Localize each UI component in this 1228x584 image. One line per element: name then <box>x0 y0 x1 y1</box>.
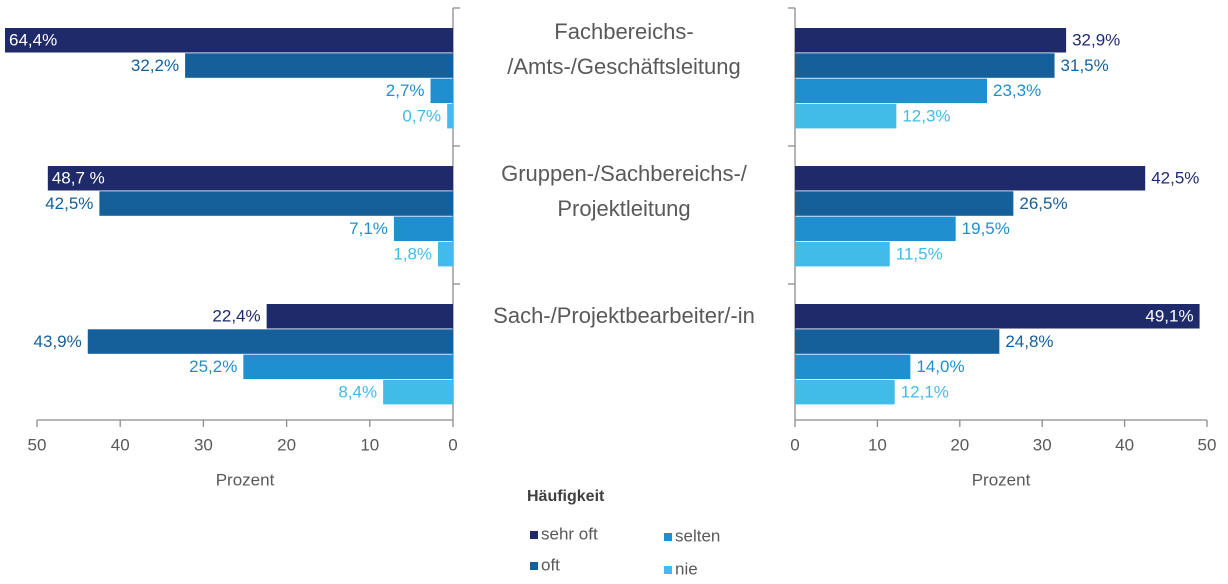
value-label: 49,1% <box>1145 306 1193 325</box>
x-tick-label: 40 <box>111 435 130 454</box>
x-tick-label: 0 <box>448 435 457 454</box>
x-tick-label: 10 <box>360 435 379 454</box>
x-tick-label: 30 <box>194 435 213 454</box>
y-axis-ticks <box>453 7 795 285</box>
legend-swatch <box>530 531 538 539</box>
legend-swatch <box>664 566 672 574</box>
legend-label: selten <box>675 526 720 545</box>
legend-swatch <box>530 562 538 570</box>
category-label: Projektleitung <box>557 196 690 221</box>
x-axis-label: Prozent <box>216 470 275 489</box>
legend-label: sehr oft <box>541 524 598 543</box>
bar <box>87 329 453 354</box>
x-tick-label: 20 <box>277 435 296 454</box>
legend-label: nie <box>675 559 698 578</box>
value-label: 23,3% <box>993 81 1041 100</box>
bar <box>447 103 453 129</box>
value-label: 19,5% <box>962 219 1010 238</box>
value-label: 42,5% <box>45 194 93 213</box>
bar <box>99 191 453 216</box>
value-label: 64,4% <box>9 30 57 49</box>
bars <box>5 28 453 405</box>
value-label: 11,5% <box>896 244 943 263</box>
legend-label: oft <box>541 555 560 574</box>
bar <box>795 354 911 380</box>
bar <box>243 354 453 380</box>
category-label: Gruppen-/Sachbereichs-/ <box>501 161 748 186</box>
value-label: 8,4% <box>338 382 377 401</box>
bar <box>438 241 453 267</box>
x-tick-label: 20 <box>950 435 969 454</box>
x-tick-label: 50 <box>28 435 47 454</box>
bar <box>795 166 1146 191</box>
x-tick-label: 50 <box>1198 435 1217 454</box>
bar <box>430 78 453 104</box>
category-label: Sach-/Projektbearbeiter/-in <box>493 303 755 328</box>
legend-title: Häufigkeit <box>527 488 605 505</box>
value-label: 42,5% <box>1151 168 1199 187</box>
value-label: 48,7 % <box>52 168 105 187</box>
value-label: 0,7% <box>402 106 441 125</box>
bar <box>393 216 453 242</box>
value-label: 25,2% <box>189 357 237 376</box>
bar <box>795 53 1055 78</box>
bar <box>795 379 895 405</box>
value-label: 43,9% <box>34 332 82 351</box>
value-label: 24,8% <box>1005 332 1053 351</box>
value-label: 14,0% <box>916 357 964 376</box>
bar <box>5 28 453 53</box>
value-label: 31,5% <box>1061 56 1109 75</box>
bar <box>795 304 1200 329</box>
value-label: 12,1% <box>901 382 949 401</box>
value-label: 32,9% <box>1072 30 1120 49</box>
legend-swatch <box>664 533 672 541</box>
value-label: 26,5% <box>1019 194 1067 213</box>
bar <box>795 329 1000 354</box>
bar <box>47 166 453 191</box>
category-label: /Amts-/Geschäftsleitung <box>507 54 741 79</box>
bar <box>795 78 987 104</box>
value-label: 1,8% <box>393 244 432 263</box>
value-label: 22,4% <box>212 306 260 325</box>
bar <box>795 216 956 242</box>
bar <box>266 304 453 329</box>
category-label: Fachbereichs- <box>554 19 693 44</box>
bar <box>185 53 453 78</box>
x-tick-label: 10 <box>868 435 887 454</box>
bar <box>795 191 1014 216</box>
bar <box>383 379 453 405</box>
value-label: 12,3% <box>902 106 950 125</box>
x-tick-label: 0 <box>790 435 799 454</box>
x-tick-label: 30 <box>1033 435 1052 454</box>
value-label: 32,2% <box>131 56 179 75</box>
bars <box>795 28 1200 405</box>
value-label: 7,1% <box>349 219 388 238</box>
bar <box>795 28 1067 53</box>
bar <box>795 241 890 267</box>
value-label: 2,7% <box>386 81 425 100</box>
x-tick-label: 40 <box>1115 435 1134 454</box>
x-axis-label: Prozent <box>972 470 1031 489</box>
bar <box>795 103 897 129</box>
